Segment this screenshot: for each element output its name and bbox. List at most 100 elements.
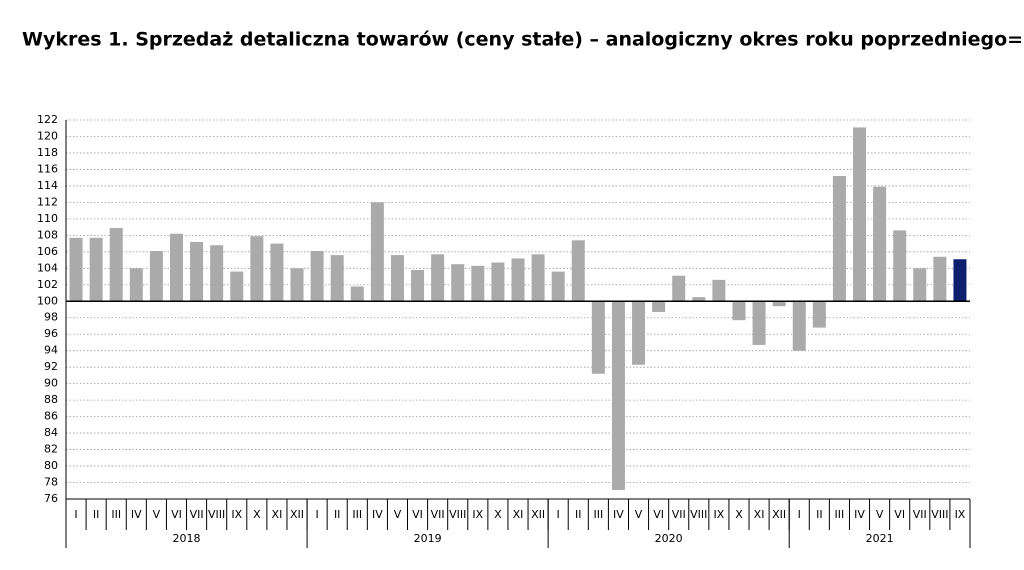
y-tick-label: 94: [44, 344, 58, 357]
y-tick-label: 112: [37, 195, 58, 208]
bar: [571, 240, 585, 302]
x-tick-label: XII: [772, 508, 786, 521]
x-tick-label: I: [74, 508, 77, 521]
bar: [531, 254, 545, 302]
bar: [853, 127, 867, 302]
y-tick-label: 118: [37, 146, 58, 159]
x-tick-label: I: [315, 508, 318, 521]
bar: [772, 301, 786, 307]
y-tick-label: 108: [37, 228, 58, 241]
bar: [752, 301, 766, 345]
bar: [250, 236, 264, 302]
bar: [712, 279, 726, 302]
x-tick-label: VI: [894, 508, 905, 521]
bar: [511, 258, 525, 302]
x-tick-label: IV: [854, 508, 865, 521]
x-tick-label: VIII: [449, 508, 466, 521]
bar: [109, 227, 123, 302]
y-tick-label: 110: [37, 212, 58, 225]
x-tick-label: XII: [290, 508, 304, 521]
bar: [230, 271, 244, 302]
x-tick-label: II: [575, 508, 582, 521]
year-label: 2019: [414, 532, 442, 545]
x-tick-label: VIII: [690, 508, 707, 521]
x-tick-label: V: [153, 508, 161, 521]
x-tick-label: III: [352, 508, 362, 521]
x-tick-label: VI: [412, 508, 423, 521]
x-tick-label: III: [111, 508, 121, 521]
x-tick-label: I: [557, 508, 560, 521]
x-tick-label: I: [798, 508, 801, 521]
bar: [370, 202, 384, 302]
bar: [632, 301, 646, 365]
bar: [190, 241, 204, 302]
x-tick-label: XII: [531, 508, 545, 521]
year-label: 2018: [173, 532, 201, 545]
bar: [290, 268, 304, 302]
bar: [491, 262, 505, 302]
bar: [390, 255, 404, 302]
bar: [953, 259, 967, 302]
y-tick-label: 120: [37, 129, 58, 142]
y-tick-label: 78: [44, 476, 58, 489]
x-tick-label: IX: [955, 508, 966, 521]
bar: [69, 237, 83, 302]
bar: [692, 297, 706, 302]
x-tick-label: VIII: [208, 508, 225, 521]
bar: [89, 237, 103, 302]
bar: [933, 256, 947, 302]
x-tick-label: X: [735, 508, 743, 521]
x-tick-label: VI: [653, 508, 664, 521]
x-tick-label: VII: [190, 508, 204, 521]
bar: [832, 176, 846, 302]
y-tick-label: 76: [44, 492, 58, 505]
chart-title: Wykres 1. Sprzedaż detaliczna towarów (c…: [22, 29, 1024, 51]
y-tick-label: 106: [37, 245, 58, 258]
x-tick-label: VII: [672, 508, 686, 521]
y-tick-label: 96: [44, 327, 58, 340]
x-tick-label: XI: [513, 508, 524, 521]
y-tick-label: 90: [44, 377, 58, 390]
x-tick-label: VII: [431, 508, 445, 521]
y-tick-label: 114: [37, 179, 58, 192]
x-tick-label: VIII: [931, 508, 948, 521]
x-tick-label: V: [635, 508, 643, 521]
x-tick-label: XI: [272, 508, 283, 521]
y-tick-label: 98: [44, 311, 58, 324]
bar: [169, 233, 183, 302]
bar: [411, 269, 425, 302]
bar: [210, 245, 224, 302]
bar: [431, 254, 445, 302]
bar: [551, 271, 565, 302]
y-tick-label: 80: [44, 459, 58, 472]
y-tick-label: 104: [37, 261, 58, 274]
bar: [129, 268, 143, 302]
bar: [270, 243, 284, 302]
bar: [149, 251, 163, 302]
bar: [893, 230, 907, 302]
y-tick-label: 122: [37, 113, 58, 126]
bar: [913, 268, 927, 302]
y-tick-label: 86: [44, 410, 58, 423]
x-tick-label: VII: [913, 508, 927, 521]
y-tick-label: 116: [37, 162, 58, 175]
y-tick-label: 92: [44, 360, 58, 373]
y-tick-label: 84: [44, 426, 58, 439]
bar: [812, 301, 826, 328]
bar: [652, 301, 666, 312]
year-label: 2020: [655, 532, 683, 545]
x-tick-label: IX: [472, 508, 483, 521]
x-tick-label: II: [334, 508, 341, 521]
x-tick-label: III: [593, 508, 603, 521]
bar: [591, 301, 605, 374]
bar: [330, 255, 344, 302]
bar: [732, 301, 746, 321]
bar: [471, 265, 485, 302]
x-tick-label: X: [494, 508, 502, 521]
bar: [873, 186, 887, 302]
bar: [451, 264, 465, 302]
x-tick-label: III: [835, 508, 845, 521]
x-tick-label: VI: [171, 508, 182, 521]
x-tick-label: II: [816, 508, 823, 521]
